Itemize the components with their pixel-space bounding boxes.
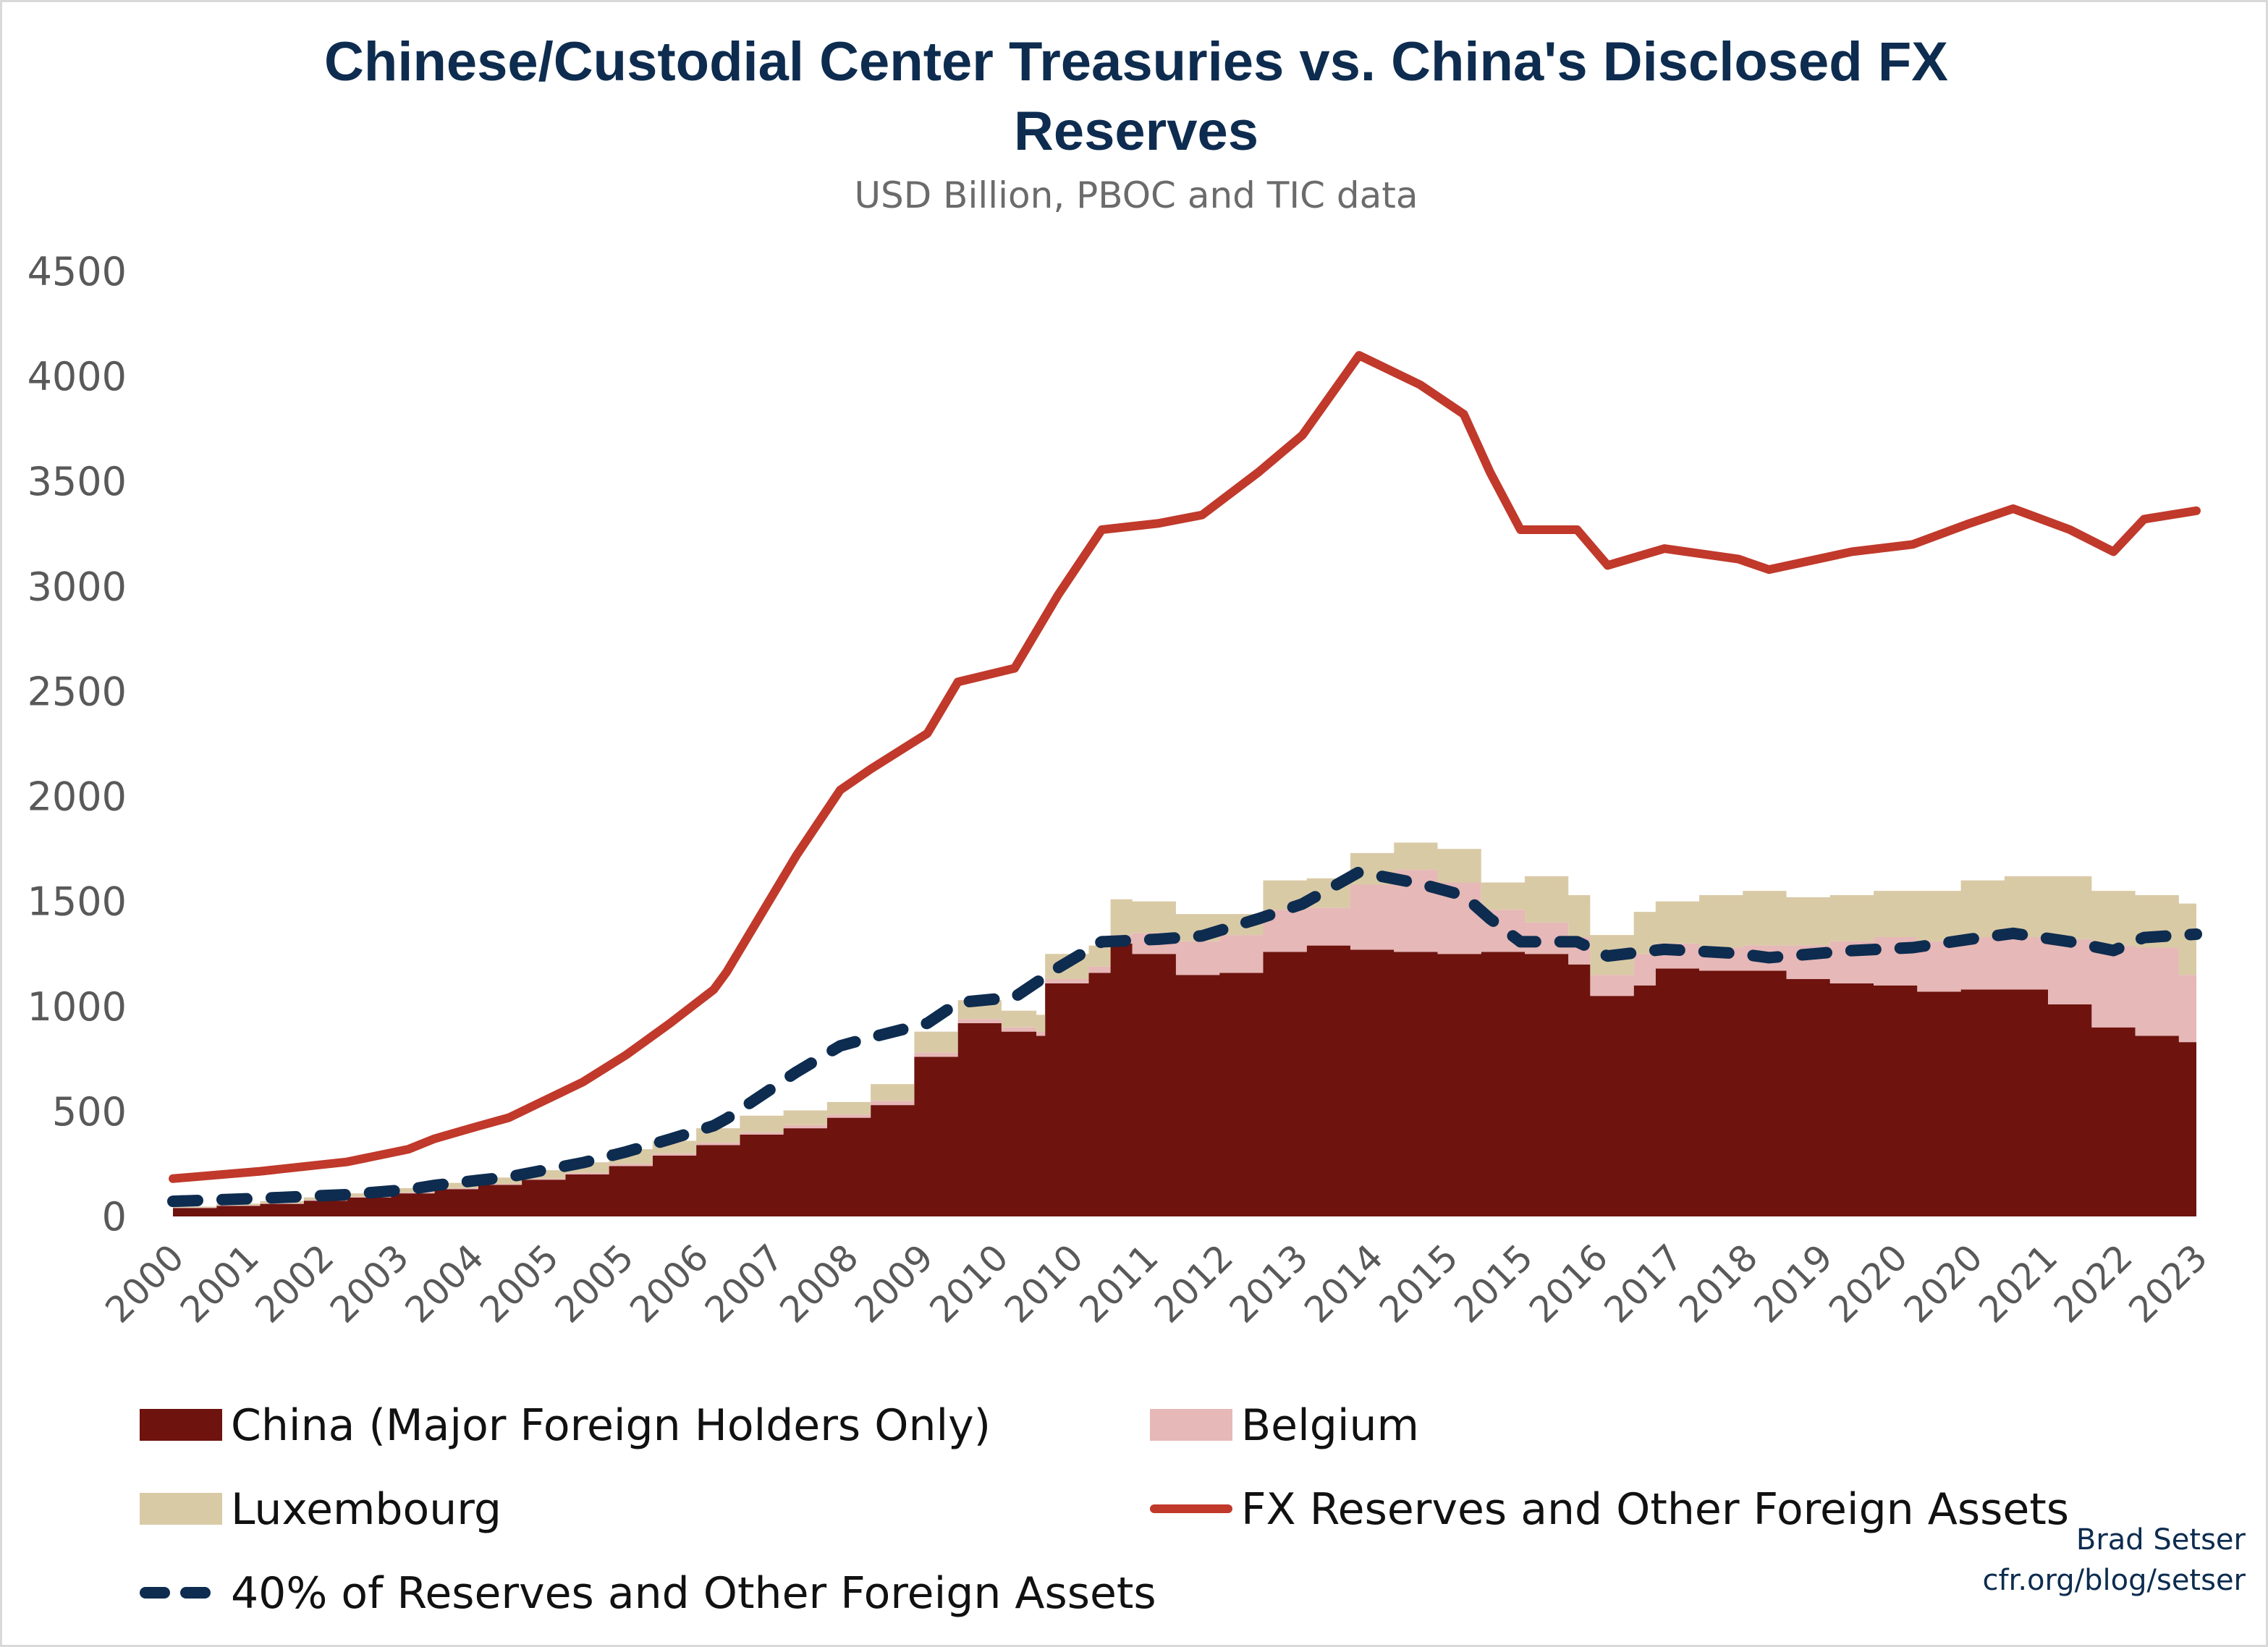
x-tick-label: 2019 <box>1746 1236 1841 1331</box>
x-tick-label: 2015 <box>1371 1236 1466 1331</box>
x-tick-label: 2012 <box>1146 1236 1241 1331</box>
line-fx-reserves <box>169 351 2201 1183</box>
x-tick-label: 2003 <box>322 1236 417 1331</box>
x-tick-label: 2001 <box>172 1236 267 1331</box>
x-tick-label: 2017 <box>1596 1236 1691 1331</box>
x-tick-label: 2005 <box>472 1236 567 1331</box>
area-luxembourg <box>173 842 2196 1208</box>
x-tick-label: 2016 <box>1521 1236 1616 1331</box>
x-tick-label: 2015 <box>1446 1236 1541 1331</box>
x-tick-label: 2004 <box>397 1236 492 1331</box>
y-tick-label: 4000 <box>27 354 127 399</box>
x-tick-label: 2008 <box>771 1236 866 1331</box>
y-tick-label: 500 <box>52 1089 127 1135</box>
y-tick-label: 1500 <box>27 879 127 925</box>
x-tick-label: 2011 <box>1072 1236 1167 1331</box>
credit-author: Brad Setser <box>2076 1523 2246 1557</box>
x-tick-label: 2020 <box>1821 1236 1916 1331</box>
credit-site: cfr.org/blog/setser <box>1982 1564 2246 1597</box>
legend-swatch <box>1150 1409 1232 1441</box>
x-tick-label: 2009 <box>847 1236 942 1331</box>
x-tick-label: 2023 <box>2120 1236 2215 1331</box>
legend-swatch <box>140 1493 222 1525</box>
legend-item: 40% of Reserves and Other Foreign Assets <box>140 1568 1156 1619</box>
legend-item: FX Reserves and Other Foreign Assets <box>1150 1484 2069 1535</box>
x-tick-label: 2014 <box>1296 1236 1391 1331</box>
legend-label: Luxembourg <box>231 1484 502 1535</box>
x-tick-label: 2006 <box>622 1236 716 1331</box>
x-tick-label: 2005 <box>547 1236 642 1331</box>
y-tick-label: 3000 <box>27 564 127 609</box>
legend-swatch <box>140 1409 222 1441</box>
legend-item: Luxembourg <box>140 1484 502 1535</box>
legend-label: FX Reserves and Other Foreign Assets <box>1241 1484 2069 1535</box>
x-tick-label: 2022 <box>2046 1236 2141 1331</box>
x-tick-label: 2018 <box>1671 1236 1766 1331</box>
x-tick-label: 2000 <box>97 1236 192 1331</box>
chart-title-line-1: Chinese/Custodial Center Treasuries vs. … <box>324 31 1948 93</box>
x-tick-label: 2010 <box>997 1236 1091 1331</box>
legend-item: China (Major Foreign Holders Only) <box>140 1400 991 1451</box>
y-tick-label: 0 <box>102 1194 127 1240</box>
x-tick-label: 2020 <box>1896 1236 1991 1331</box>
x-tick-label: 2010 <box>922 1236 1017 1331</box>
area-china <box>173 943 2196 1216</box>
line-40pct-reserves <box>167 866 2202 1208</box>
y-tick-label: 2500 <box>27 669 127 714</box>
y-tick-label: 1000 <box>27 984 127 1030</box>
legend-label: Belgium <box>1241 1400 1419 1451</box>
legend-item: Belgium <box>1150 1400 1419 1451</box>
area-belgium <box>173 870 2196 1208</box>
legend-label: 40% of Reserves and Other Foreign Assets <box>231 1568 1156 1619</box>
x-tick-label: 2021 <box>1971 1236 2065 1331</box>
y-tick-label: 4500 <box>27 249 127 295</box>
x-tick-label: 2002 <box>247 1236 342 1331</box>
chart-subtitle: USD Billion, PBOC and TIC data <box>854 174 1418 216</box>
legend-label: China (Major Foreign Holders Only) <box>231 1400 991 1451</box>
chart-title-line-2: Reserves <box>1014 101 1258 162</box>
x-tick-label: 2013 <box>1222 1236 1316 1331</box>
y-tick-label: 2000 <box>27 774 127 820</box>
y-tick-label: 3500 <box>27 459 127 504</box>
x-tick-label: 2007 <box>697 1236 792 1331</box>
